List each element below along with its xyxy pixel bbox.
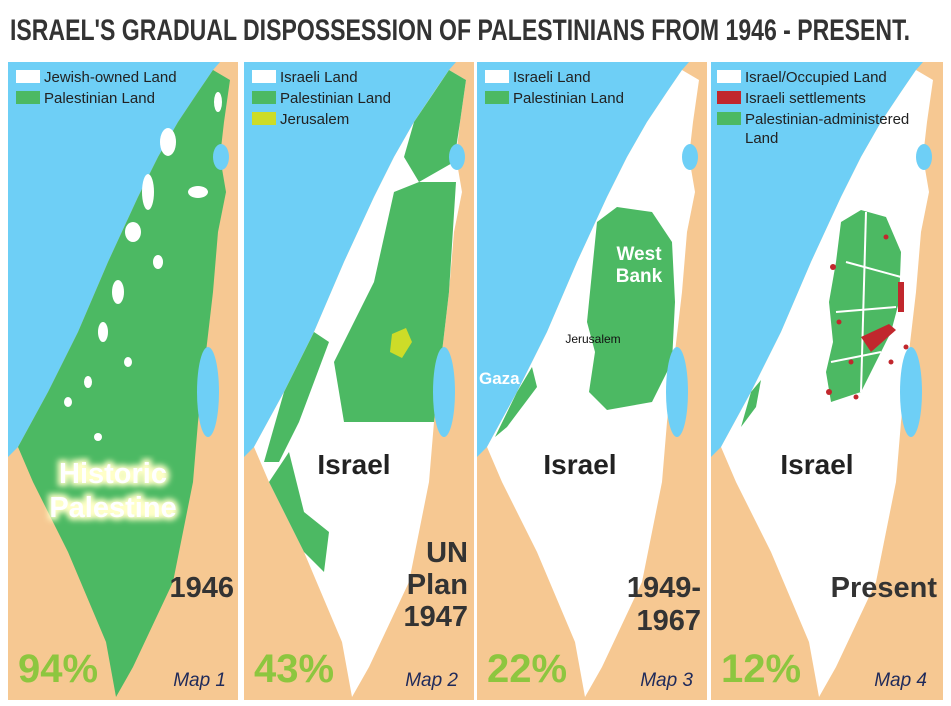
year: Plan xyxy=(407,569,468,601)
title: ISRAEL'S GRADUAL DISPOSSESSION OF PALEST… xyxy=(10,14,910,47)
legend-label: Israel/Occupied Land xyxy=(745,69,887,86)
percent: 22% xyxy=(487,647,567,691)
year: 1947 xyxy=(403,601,468,633)
year: 1967 xyxy=(636,605,701,637)
year: Present xyxy=(831,572,938,604)
legend-label: Palestinian Land xyxy=(513,90,624,107)
map-name: Palestine xyxy=(49,492,176,524)
place-label: West xyxy=(616,244,662,265)
map-label: Map 1 xyxy=(173,670,226,691)
map-name: Israel xyxy=(317,449,390,480)
percent: 94% xyxy=(18,647,98,691)
glow: Historic xyxy=(59,458,167,490)
place-label: Bank xyxy=(616,266,663,287)
percent: 43% xyxy=(254,647,334,691)
legend-label: Palestinian-administered xyxy=(745,111,909,128)
map-panel: Israeli Land Palestinian Land West Bank … xyxy=(477,62,707,700)
place-label: Gaza xyxy=(479,369,520,388)
map-panel: Israeli Land Palestinian Land Jerusalem … xyxy=(244,62,474,700)
map-label: Map 3 xyxy=(640,670,693,691)
map-name: Israel xyxy=(543,449,616,480)
map-panel: Israel/Occupied Land Israeli settlements… xyxy=(711,62,943,700)
legend-label: Palestinian Land xyxy=(280,90,391,107)
legend-label: Jewish-owned Land xyxy=(44,69,177,86)
map-label: Map 4 xyxy=(874,670,927,691)
legend-label: Israeli settlements xyxy=(745,90,866,107)
legend-label: Palestinian Land xyxy=(44,90,155,107)
legend-label: Israeli Land xyxy=(280,69,358,86)
map-label: Map 2 xyxy=(405,670,458,691)
glow: Palestine xyxy=(49,492,176,524)
legend-label: Jerusalem xyxy=(280,111,349,128)
map-name: Israel xyxy=(780,449,853,480)
legend-label: Israeli Land xyxy=(513,69,591,86)
year: 1949- xyxy=(627,572,701,604)
year: 1946 xyxy=(169,572,234,604)
map-name: Historic xyxy=(59,458,167,490)
year: UN xyxy=(426,537,468,569)
map-panel: Jewish-owned Land Palestinian Land Histo… xyxy=(8,62,238,700)
percent: 12% xyxy=(721,647,801,691)
legend-label: Land xyxy=(745,130,778,147)
place-label: Jerusalem xyxy=(565,332,620,346)
